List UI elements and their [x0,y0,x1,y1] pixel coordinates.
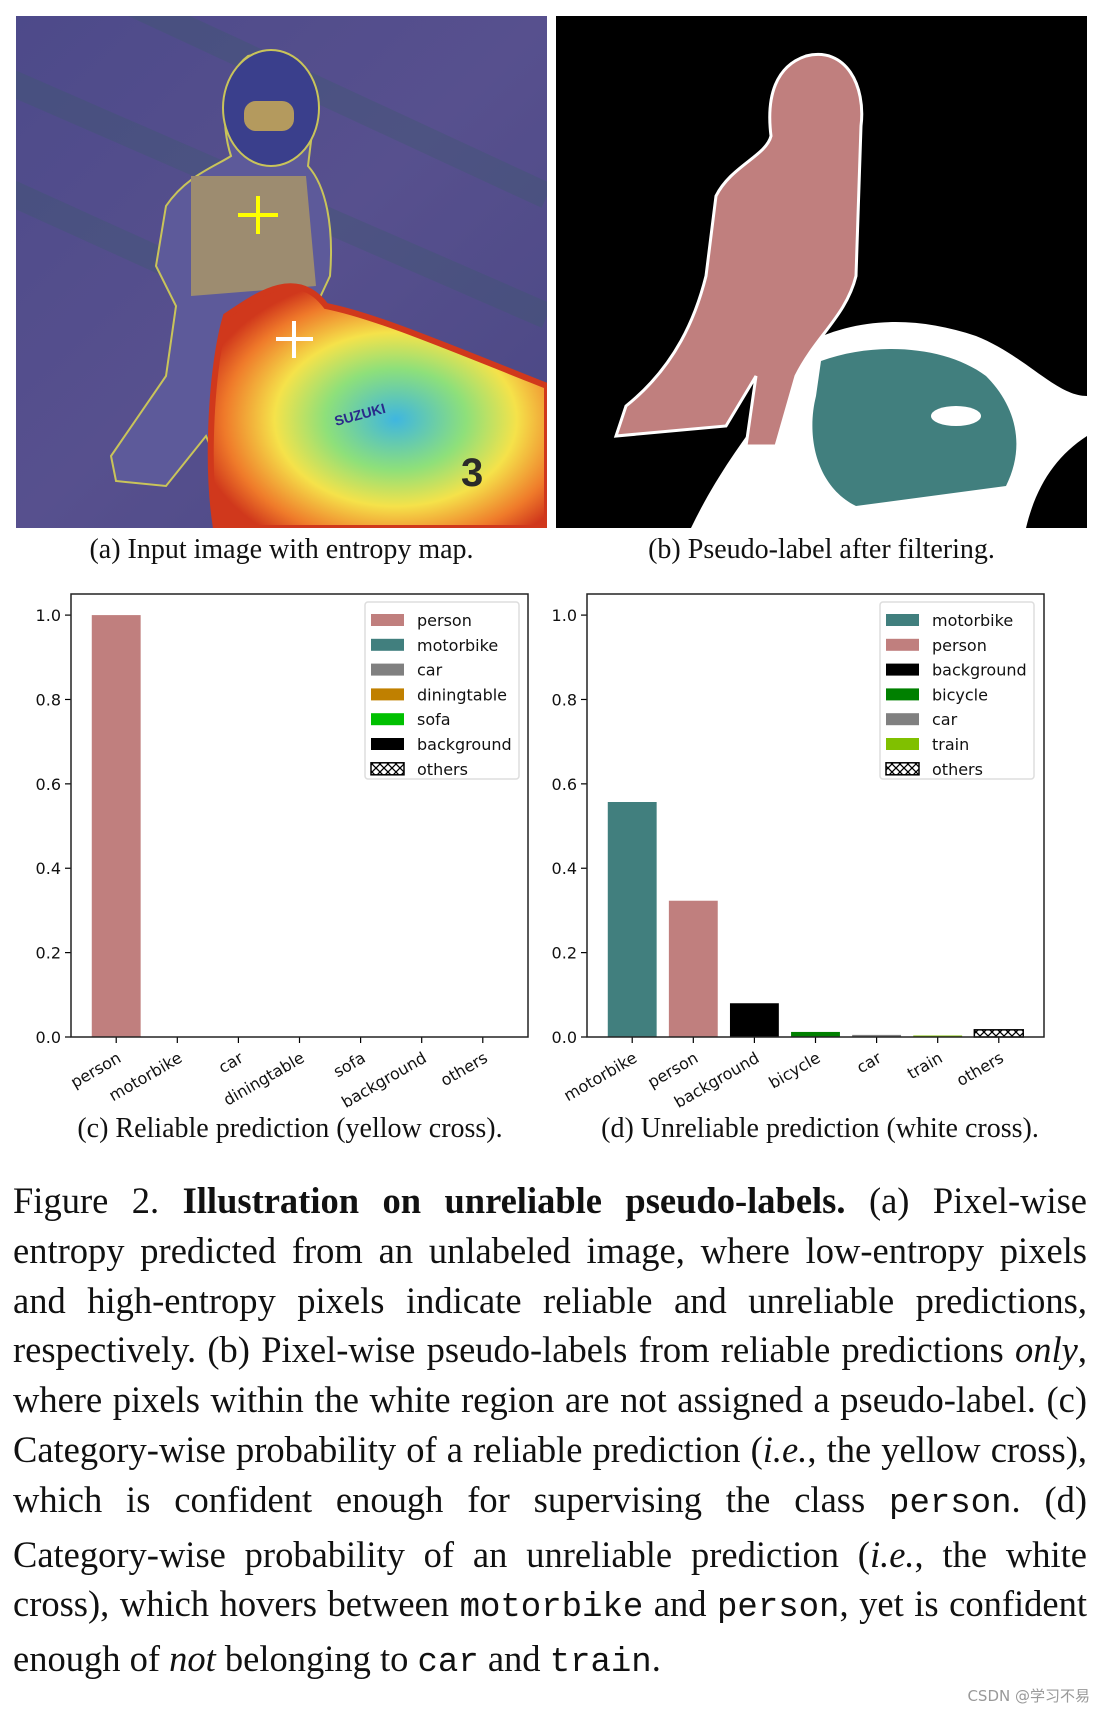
caption-segment: motorbike [459,1589,644,1628]
number-plate-text: 3 [461,451,483,495]
legend-label: background [417,735,512,754]
legend-label: motorbike [417,636,498,655]
x-tick-label: sofa [330,1048,369,1081]
legend-swatch-others [370,762,405,776]
caption-segment: person [889,1484,1012,1523]
yellow-cross-marker [238,196,278,234]
watermark: CSDN @学习不易 [967,1687,1090,1705]
caption-segment: i.e. [869,1533,915,1575]
y-tick-label: 1.0 [552,606,577,625]
white-cross-marker [276,321,313,358]
legend-swatch-background [371,738,404,750]
legend-label: bicycle [932,685,988,704]
chart-c: person motorbike car diningtable sofa backgro… [36,593,529,1110]
legend: motorbike person background bicycle car train… [879,601,1035,780]
legend-label: sofa [417,710,451,729]
subfigure-a-caption: (a) Input image with entropy map. [89,534,474,565]
plot-frame [70,593,529,1038]
subfigure-b-caption: (b) Pseudo-label after filtering. [648,534,995,565]
caption-segment: and [478,1638,550,1680]
x-tick-label: others [953,1048,1007,1090]
bar-others [973,1029,1024,1038]
y-tick-label: 0.2 [552,944,577,963]
caption-segment: train [549,1644,652,1683]
legend-label: others [932,760,983,779]
figure-caption: Figure 2. Illustration on unreliable pse… [13,1176,1087,1689]
caption-segment: car [417,1644,479,1683]
legend-label: diningtable [417,685,507,704]
legend-swatch-others [885,762,920,776]
legend-swatch-car [886,713,919,726]
legend-label: car [932,710,958,729]
y-tick-label: 0.8 [552,690,577,709]
caption-segment: not [169,1638,216,1680]
legend-label: motorbike [932,611,1013,630]
y-tick-label: 0.4 [552,859,577,878]
legend-label: others [417,760,468,779]
input-image-entropy-map: SUZUKI 3 [16,16,547,528]
y-tick-label: 0.0 [552,1028,577,1047]
legend-label: person [932,636,987,655]
bar-car [852,1034,902,1037]
legend-label: background [932,661,1027,680]
caption-segment: , where pixels within the white region a… [13,1329,1087,1470]
legend-swatch-motorbike [886,614,919,626]
legend: person motorbike car diningtable sofa backgro… [364,601,520,780]
legend-label: train [932,735,969,754]
x-tick-label: motorbike [560,1048,640,1105]
legend-swatch-bicycle [886,688,919,701]
caption-segment: , yet is confident enough of [13,1583,1087,1680]
caption-segment: , the white cross), which hovers between [13,1533,1088,1625]
subfigure-c-caption: (c) Reliable prediction (yellow cross). [77,1113,503,1144]
caption-segment: only [1015,1329,1078,1371]
bar-bicycle [791,1031,840,1037]
y-tick-label: 0.4 [36,859,61,878]
caption-segment: . (d) Category-wise probability of an un… [13,1478,1088,1575]
legend-label: person [417,611,472,630]
y-tick-label: 0.8 [36,690,61,709]
caption-segment: , the yellow cross), which is confident … [13,1428,1087,1520]
y-tick-label: 0.6 [552,775,577,794]
caption-segment: person [717,1589,840,1628]
pseudo-label-map [556,16,1087,528]
legend-swatch-car [371,663,404,676]
x-tick-label: others [437,1048,491,1090]
legend-swatch-person [371,614,404,626]
legend-swatch-background [886,663,919,676]
caption-segment: and [643,1583,718,1625]
subfigure-d-caption: (d) Unreliable prediction (white cross). [601,1113,1039,1144]
legend-swatch-train [886,738,919,750]
caption-segment: Figure 2. [13,1180,183,1221]
caption-segment: Illustration on unreliable pseudo-labels… [182,1180,846,1221]
y-tick-label: 0.2 [36,944,61,963]
bar-motorbike [607,801,657,1037]
x-tick-label: car [853,1048,885,1077]
chart-d: motorbike person background bicycle car train… [552,593,1045,1110]
y-tick-label: 0.0 [36,1028,61,1047]
x-tick-label: car [215,1048,247,1077]
caption-segment: belonging to [215,1638,418,1680]
probability-charts: person motorbike car diningtable sofa backgro… [36,593,1045,1110]
caption-segment: (a) Pixel-wise entropy predicted from an… [13,1180,1087,1371]
bar-person [91,615,141,1037]
legend-label: car [417,661,443,680]
y-tick-label: 1.0 [36,606,61,625]
x-tick-label: train [904,1048,946,1083]
legend-swatch-person [886,638,919,651]
legend-swatch-motorbike [371,638,404,651]
x-tick-label: bicycle [766,1048,824,1092]
legend-swatch-diningtable [371,688,404,701]
y-tick-label: 0.6 [36,775,61,794]
plot-frame [586,593,1045,1038]
bar-person [668,900,718,1037]
legend-swatch-sofa [371,713,404,726]
bar-background [729,1003,779,1037]
caption-segment: . [651,1638,661,1680]
caption-segment: i.e. [762,1428,808,1470]
